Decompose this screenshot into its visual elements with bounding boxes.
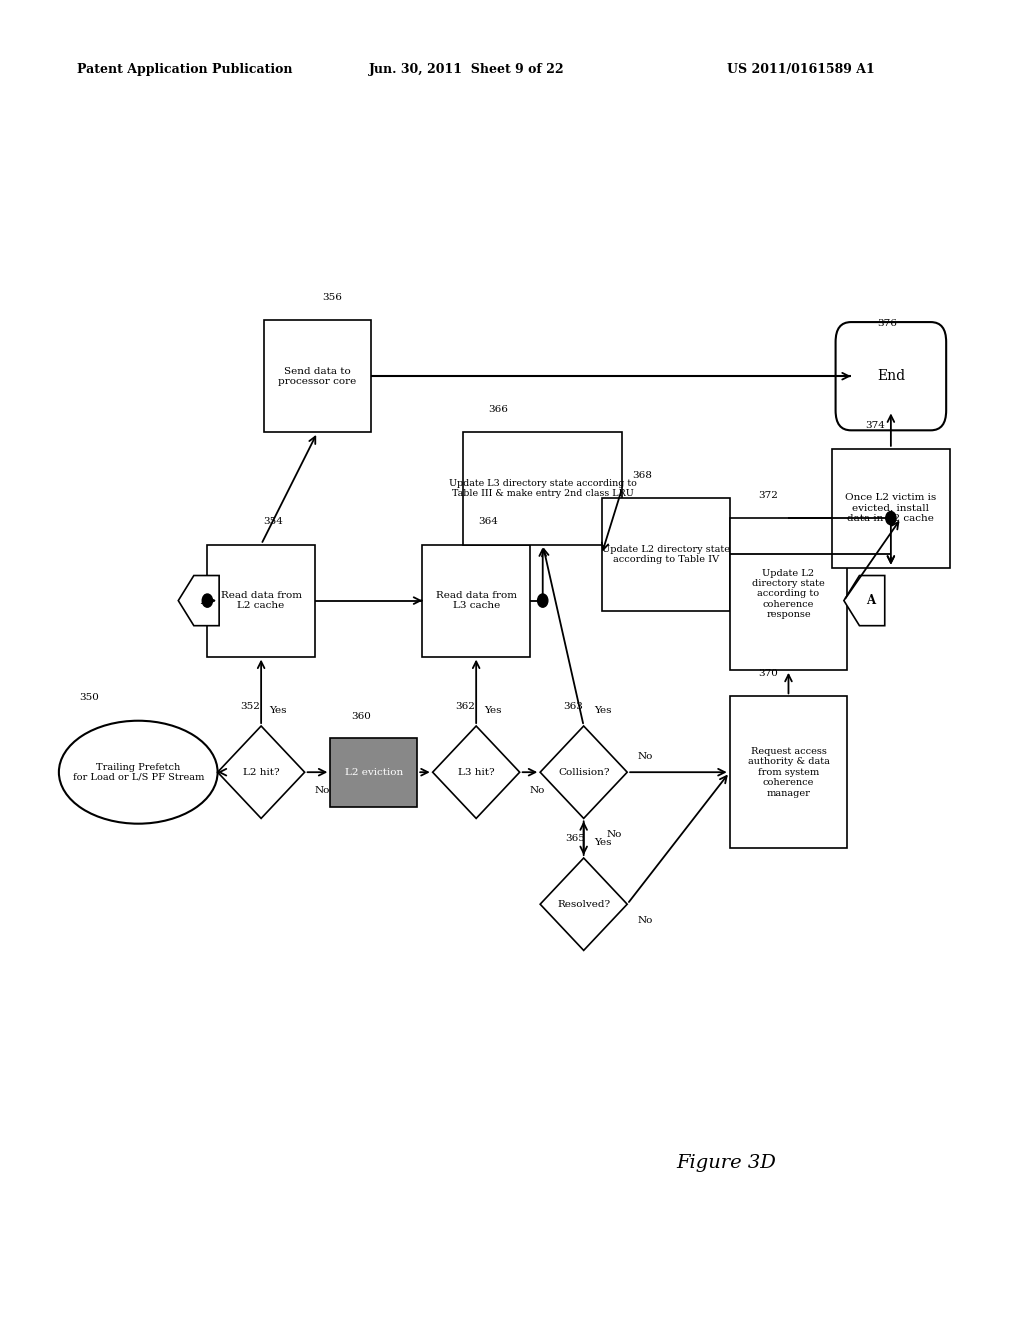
- Polygon shape: [541, 858, 627, 950]
- FancyBboxPatch shape: [264, 321, 371, 433]
- Polygon shape: [844, 576, 885, 626]
- FancyBboxPatch shape: [463, 433, 623, 544]
- Text: No: No: [315, 787, 331, 795]
- Text: 366: 366: [488, 405, 508, 414]
- FancyBboxPatch shape: [831, 449, 950, 568]
- Text: Yes: Yes: [594, 706, 611, 714]
- Text: No: No: [637, 752, 653, 760]
- Text: Patent Application Publication: Patent Application Publication: [77, 62, 292, 75]
- Text: Figure 3D: Figure 3D: [676, 1154, 776, 1172]
- FancyBboxPatch shape: [602, 499, 729, 610]
- Text: Once L2 victim is
evicted, install
data in L2 cache: Once L2 victim is evicted, install data …: [845, 494, 937, 523]
- Text: 374: 374: [865, 421, 885, 430]
- FancyBboxPatch shape: [729, 517, 848, 671]
- Circle shape: [203, 594, 213, 607]
- Text: 372: 372: [758, 491, 777, 500]
- FancyBboxPatch shape: [330, 738, 418, 807]
- Text: No: No: [637, 916, 653, 924]
- Text: 363: 363: [563, 702, 583, 711]
- Text: US 2011/0161589 A1: US 2011/0161589 A1: [727, 62, 874, 75]
- Text: 365: 365: [565, 834, 585, 843]
- Text: 368: 368: [632, 471, 651, 480]
- Ellipse shape: [59, 721, 218, 824]
- Text: End: End: [877, 370, 905, 383]
- Text: Trailing Prefetch
for Load or L/S PF Stream: Trailing Prefetch for Load or L/S PF Str…: [73, 763, 204, 781]
- FancyBboxPatch shape: [207, 544, 315, 656]
- Text: 362: 362: [456, 702, 475, 711]
- Circle shape: [886, 511, 896, 524]
- Text: 352: 352: [241, 702, 260, 711]
- Text: No: No: [530, 787, 546, 795]
- Polygon shape: [433, 726, 520, 818]
- Polygon shape: [541, 726, 627, 818]
- FancyBboxPatch shape: [729, 697, 848, 849]
- Text: 360: 360: [351, 713, 371, 722]
- Circle shape: [538, 594, 548, 607]
- Text: No: No: [606, 830, 622, 838]
- Text: Request access
authority & data
from system
coherence
manager: Request access authority & data from sys…: [748, 747, 829, 797]
- Text: A: A: [866, 594, 874, 607]
- FancyBboxPatch shape: [423, 544, 530, 656]
- Text: Read data from
L3 cache: Read data from L3 cache: [435, 591, 517, 610]
- Text: Jun. 30, 2011  Sheet 9 of 22: Jun. 30, 2011 Sheet 9 of 22: [369, 62, 564, 75]
- FancyBboxPatch shape: [836, 322, 946, 430]
- Text: 370: 370: [758, 669, 777, 678]
- Text: 376: 376: [878, 319, 897, 329]
- Text: 356: 356: [323, 293, 342, 302]
- Text: Resolved?: Resolved?: [557, 900, 610, 908]
- Text: 354: 354: [263, 517, 283, 527]
- Text: 350: 350: [79, 693, 98, 702]
- Text: Update L2 directory state
according to Table IV: Update L2 directory state according to T…: [602, 545, 729, 564]
- Text: A: A: [201, 594, 209, 607]
- Text: Yes: Yes: [594, 838, 611, 846]
- Polygon shape: [217, 726, 305, 818]
- Text: L2 eviction: L2 eviction: [345, 768, 402, 776]
- Text: L2 hit?: L2 hit?: [243, 768, 280, 776]
- Text: Update L2
directory state
according to
coherence
response: Update L2 directory state according to c…: [752, 569, 825, 619]
- Text: Yes: Yes: [269, 706, 287, 714]
- Text: Yes: Yes: [484, 706, 502, 714]
- Text: Read data from
L2 cache: Read data from L2 cache: [220, 591, 302, 610]
- Text: 364: 364: [478, 517, 498, 527]
- Text: Send data to
processor core: Send data to processor core: [279, 367, 356, 385]
- Text: Update L3 directory state according to
Table III & make entry 2nd class LRU: Update L3 directory state according to T…: [449, 479, 637, 498]
- Text: Collision?: Collision?: [558, 768, 609, 776]
- Text: L3 hit?: L3 hit?: [458, 768, 495, 776]
- Polygon shape: [178, 576, 219, 626]
